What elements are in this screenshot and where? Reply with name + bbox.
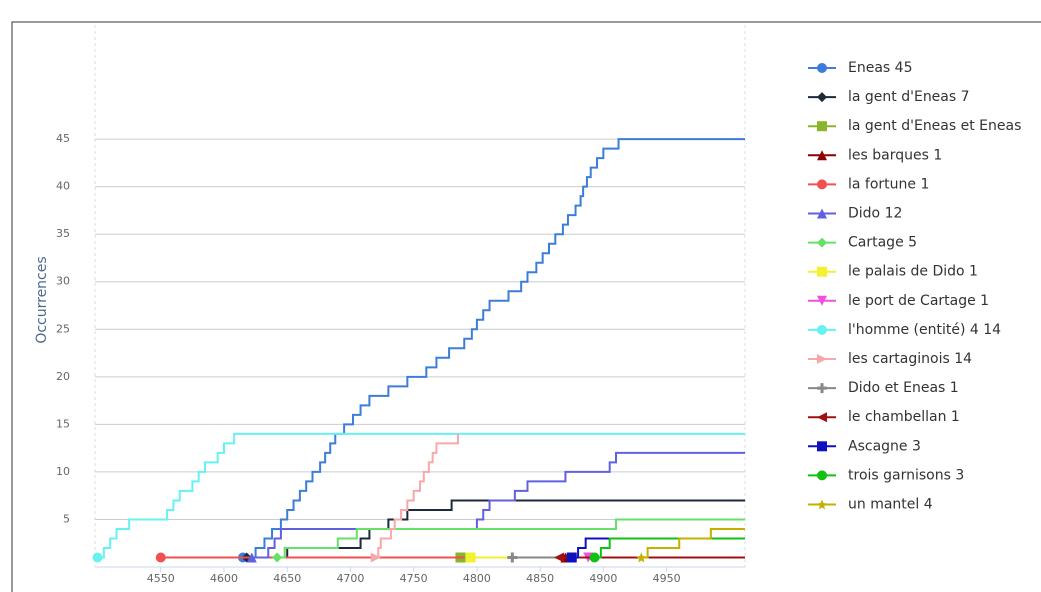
x-tick-label: 4900 xyxy=(589,572,617,585)
series-line xyxy=(251,451,745,559)
legend-symbol xyxy=(817,237,827,248)
legend-label: Dido et Eneas 1 xyxy=(848,380,959,396)
series-line xyxy=(97,432,745,559)
x-tick-label: 4700 xyxy=(336,572,364,585)
legend-symbol xyxy=(817,470,827,481)
point-marker xyxy=(554,552,565,563)
legend-symbol xyxy=(817,121,827,132)
y-tick-label: 45 xyxy=(56,132,70,145)
legend-symbol xyxy=(817,150,827,161)
legend-label: Cartage 5 xyxy=(848,235,917,251)
legend-label: la gent d'Eneas 7 xyxy=(848,89,970,105)
legend-label: Dido 12 xyxy=(848,206,902,222)
legend-symbol xyxy=(817,92,827,103)
legend-label: les cartaginois 14 xyxy=(848,351,972,367)
series-line xyxy=(277,518,745,559)
x-tick-label: 4600 xyxy=(210,572,238,585)
point-marker xyxy=(636,552,647,563)
x-tick-label: 4550 xyxy=(147,572,175,585)
point-marker xyxy=(507,552,518,563)
legend-label: les barques 1 xyxy=(848,147,942,163)
series-line xyxy=(641,527,745,559)
legend-label: la gent d'Eneas et Eneas xyxy=(848,118,1021,134)
series-line xyxy=(242,138,745,559)
x-tick-label: 4800 xyxy=(463,572,491,585)
point-marker xyxy=(92,552,103,563)
series-line xyxy=(594,537,745,559)
series-line xyxy=(375,433,459,559)
y-tick-label: 15 xyxy=(56,417,70,430)
legend-symbol xyxy=(817,412,827,423)
point-marker xyxy=(370,552,381,563)
y-tick-label: 5 xyxy=(63,512,70,525)
legend-label: le palais de Dido 1 xyxy=(848,264,978,280)
legend-label: Eneas 45 xyxy=(848,60,912,76)
point-marker xyxy=(465,552,476,563)
y-tick-label: 20 xyxy=(56,370,70,383)
legend-label: un mantel 4 xyxy=(848,497,933,513)
frame xyxy=(11,21,1041,592)
legend-label: Ascagne 3 xyxy=(848,438,921,454)
legend-symbol xyxy=(817,324,827,335)
y-tick-label: 30 xyxy=(56,275,70,288)
point-marker xyxy=(246,552,257,563)
legend-symbol xyxy=(817,354,827,364)
legend-symbol xyxy=(817,208,827,219)
legend-label: l'homme (entité) 4 14 xyxy=(848,322,1001,338)
y-tick-label: 25 xyxy=(56,322,70,335)
legend-symbol xyxy=(817,295,827,306)
legend-symbol xyxy=(817,266,827,277)
point-marker xyxy=(272,552,283,563)
legend-symbol xyxy=(817,383,827,394)
legend-label: trois garnisons 3 xyxy=(848,467,964,483)
y-tick-label: 40 xyxy=(56,180,70,193)
y-tick-label: 35 xyxy=(56,227,70,240)
legend-label: la fortune 1 xyxy=(848,176,929,192)
point-marker xyxy=(566,552,577,563)
legend-symbol xyxy=(817,499,827,510)
legend-symbol xyxy=(817,63,827,73)
y-tick-label: 10 xyxy=(56,465,70,478)
legend-label: le port de Cartage 1 xyxy=(848,293,989,309)
y-axis-title: Occurrences xyxy=(34,256,50,343)
x-tick-label: 4850 xyxy=(526,572,554,585)
point-marker xyxy=(589,552,600,563)
x-tick-label: 4950 xyxy=(653,572,681,585)
point-marker xyxy=(155,552,166,563)
x-tick-label: 4650 xyxy=(273,572,301,585)
x-tick-label: 4750 xyxy=(400,572,428,585)
legend-symbol xyxy=(817,441,827,452)
legend-label: le chambellan 1 xyxy=(848,409,960,425)
legend-symbol xyxy=(817,179,827,190)
